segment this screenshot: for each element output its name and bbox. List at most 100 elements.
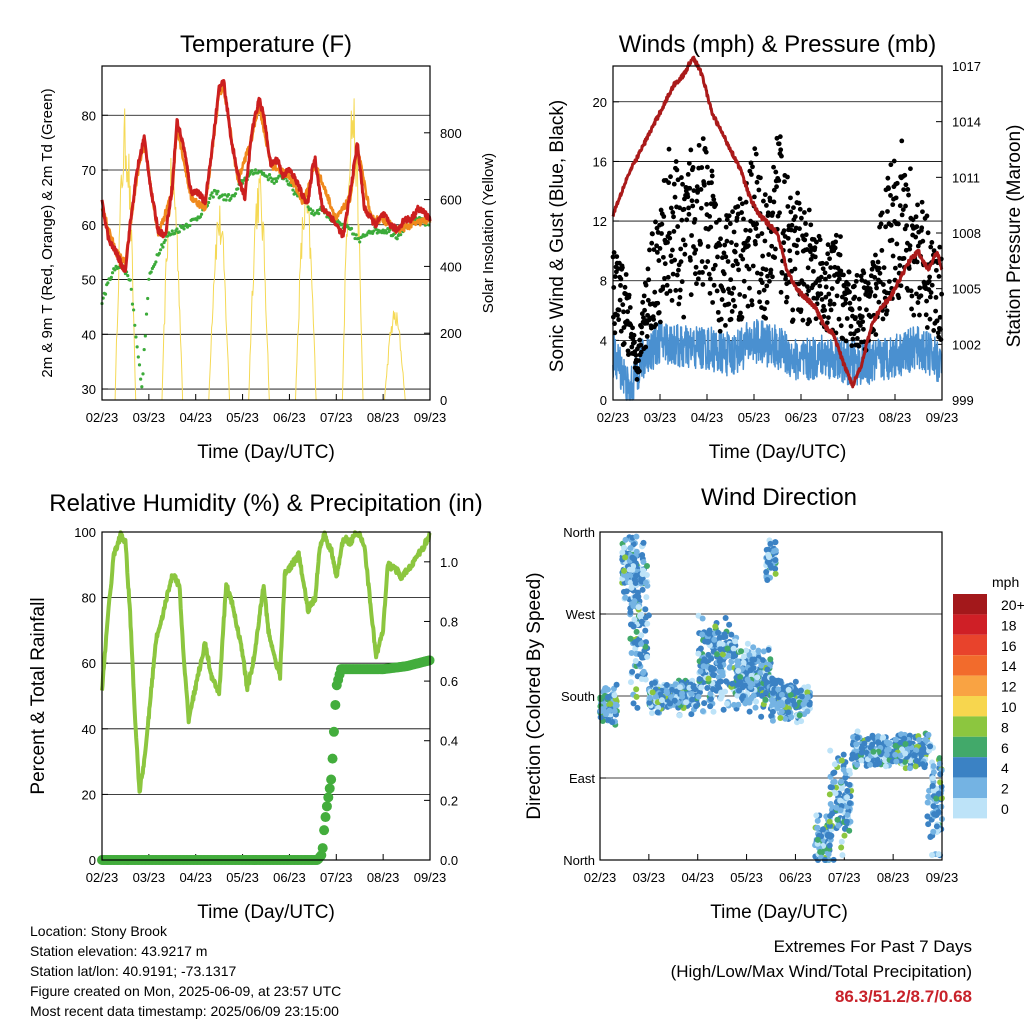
- direction-point: [718, 693, 725, 700]
- gust-point: [832, 245, 838, 251]
- dewpoint-point: [224, 198, 228, 202]
- gust-point: [858, 273, 864, 279]
- gust-point: [835, 272, 841, 278]
- direction-point: [825, 851, 832, 858]
- gust-point: [667, 230, 672, 236]
- gust-point: [679, 279, 685, 285]
- dewpoint-point: [272, 181, 276, 185]
- dir-frame: [599, 531, 943, 861]
- gust-point: [908, 288, 914, 294]
- wind-ytick-label: 8: [600, 274, 607, 289]
- gust-point: [651, 317, 657, 322]
- gust-point: [876, 299, 882, 305]
- direction-point: [800, 701, 807, 708]
- direction-point: [646, 699, 653, 706]
- gust-point: [620, 302, 626, 308]
- gust-point: [688, 257, 693, 263]
- gust-point: [846, 269, 852, 275]
- gust-point: [769, 243, 775, 249]
- direction-point: [892, 751, 899, 758]
- gust-point: [671, 214, 676, 220]
- direction-point: [695, 693, 702, 700]
- gust-point: [917, 312, 922, 318]
- gust-point: [643, 282, 649, 288]
- direction-point: [842, 774, 849, 781]
- direction-point: [707, 695, 714, 702]
- colorbar-label: 14: [1001, 658, 1017, 674]
- gust-point: [649, 240, 655, 246]
- direction-point: [837, 797, 844, 804]
- direction-point: [784, 698, 791, 705]
- direction-point: [716, 679, 723, 686]
- gust-point: [719, 297, 725, 302]
- station-info: Location: Stony Brook Station elevation:…: [30, 921, 341, 1021]
- direction-point: [938, 803, 945, 810]
- gust-point: [622, 284, 628, 290]
- temp-y2label: Solar Insolation (Yellow): [480, 153, 497, 313]
- direction-point: [725, 652, 732, 659]
- gust-point: [808, 222, 814, 228]
- direction-point: [867, 761, 874, 768]
- direction-point: [902, 750, 909, 757]
- gust-point: [637, 337, 643, 343]
- rh-xtick-label: 04/23: [179, 870, 212, 885]
- direction-point: [672, 681, 679, 688]
- gust-point: [721, 271, 727, 277]
- gust-point: [798, 215, 804, 221]
- direction-point: [777, 714, 784, 721]
- dir-xtick-label: 02/23: [584, 870, 617, 885]
- gust-point: [741, 278, 747, 284]
- gust-point: [616, 317, 622, 323]
- dewpoint-point: [358, 240, 362, 244]
- gust-point: [931, 248, 937, 254]
- gust-point: [639, 311, 645, 317]
- gust-point: [705, 244, 711, 249]
- dewpoint-point: [144, 312, 149, 316]
- direction-point: [720, 634, 727, 641]
- dewpoint-point: [266, 178, 270, 182]
- gust-point: [794, 250, 800, 256]
- direction-point: [627, 545, 634, 552]
- gust-point: [848, 323, 854, 329]
- colorbar-label: 12: [1001, 679, 1017, 695]
- gust-point: [718, 316, 724, 322]
- gust-point: [853, 278, 859, 284]
- gust-point: [723, 224, 729, 230]
- gust-point: [727, 221, 733, 227]
- direction-point: [757, 669, 764, 676]
- gust-point: [903, 203, 908, 209]
- direction-point: [792, 678, 799, 685]
- direction-point: [622, 536, 629, 543]
- direction-point: [852, 754, 859, 761]
- temp-ytick-label: 60: [82, 218, 96, 233]
- gust-point: [873, 252, 878, 258]
- direction-point: [705, 638, 712, 645]
- gust-point: [885, 175, 891, 181]
- gust-point: [763, 315, 769, 321]
- dewpoint-point: [380, 230, 384, 235]
- direction-point: [629, 554, 636, 561]
- direction-point: [708, 664, 715, 671]
- gust-point: [632, 339, 637, 345]
- gust-point: [842, 300, 848, 306]
- precip-point: [328, 726, 339, 737]
- gust-point: [903, 182, 909, 188]
- direction-point: [763, 689, 770, 696]
- gust-point: [814, 239, 819, 245]
- direction-point: [627, 679, 634, 686]
- gust-point: [739, 210, 744, 215]
- direction-point: [930, 763, 937, 770]
- dewpoint-point: [140, 385, 144, 389]
- direction-point: [642, 676, 649, 683]
- colorbar-label: 6: [1001, 740, 1009, 756]
- gust-point: [822, 307, 828, 313]
- direction-point: [709, 686, 716, 693]
- direction-point: [826, 822, 833, 829]
- rh-ytick-label: 0: [89, 853, 96, 868]
- dir-xtick-label: 08/23: [877, 870, 910, 885]
- direction-point: [654, 709, 661, 716]
- direction-point: [631, 598, 638, 605]
- gust-point: [729, 291, 735, 296]
- gust-point: [686, 160, 692, 166]
- direction-point: [929, 775, 936, 782]
